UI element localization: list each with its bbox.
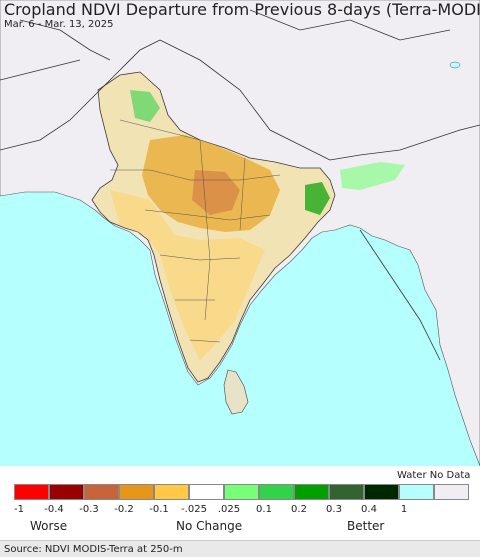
strong-negative-zone	[192, 170, 240, 215]
legend-swatch-9	[329, 484, 364, 500]
legend-tick-3: -0.2	[114, 504, 134, 515]
legend-tick-10: 0.4	[361, 504, 377, 515]
map-date-range: Mar. 6 - Mar. 13, 2025	[4, 19, 114, 30]
source-footer: Source: NDVI MODIS-Terra at 250-m	[0, 540, 480, 557]
legend-tick-9: 0.3	[326, 504, 342, 515]
legend-nodata-label: No Data	[429, 470, 471, 481]
legend-swatch-1	[49, 484, 84, 500]
legend-swatch-6	[224, 484, 259, 500]
positive-patch-punjab	[130, 90, 160, 122]
legend-tick-8: 0.2	[291, 504, 307, 515]
lake	[449, 61, 461, 69]
legend-tick-7: 0.1	[256, 504, 272, 515]
legend-swatch-11	[399, 484, 434, 500]
legend-tick-5: -.025	[181, 504, 207, 515]
state-borders	[110, 119, 281, 343]
legend-better-label: Better	[347, 519, 385, 533]
legend-swatch-2	[84, 484, 119, 500]
negative-departure-zone	[142, 135, 280, 232]
legend-swatch-5	[189, 484, 224, 500]
legend-swatch-0	[14, 484, 49, 500]
legend-tick-0: -1	[14, 504, 24, 515]
legend-water-nodata-label: Water No Data	[397, 470, 470, 481]
positive-patch-assam	[340, 162, 405, 190]
legend-tick-6: .025	[217, 504, 241, 515]
positive-patch-bengal	[305, 182, 330, 215]
country-borders	[0, 9, 480, 361]
map-title: Cropland NDVI Departure from Previous 8-…	[4, 0, 480, 19]
legend-worse-label: Worse	[30, 519, 68, 533]
legend-tick-11: 1	[400, 504, 408, 515]
legend-tick-4: -0.1	[149, 504, 169, 515]
mild-negative-zone	[110, 190, 265, 360]
legend-swatch-10	[364, 484, 399, 500]
legend-tick-2: -0.3	[79, 504, 99, 515]
legend-swatch-3	[119, 484, 154, 500]
legend-tick-1: -0.4	[44, 504, 64, 515]
legend-swatch-7	[259, 484, 294, 500]
legend-swatch-8	[294, 484, 329, 500]
legend-no-change-label: No Change	[176, 519, 243, 533]
legend-swatch-12	[434, 484, 469, 500]
legend-swatch-4	[154, 484, 189, 500]
legend-water-label: Water	[397, 470, 427, 481]
sri-lanka	[223, 369, 249, 415]
